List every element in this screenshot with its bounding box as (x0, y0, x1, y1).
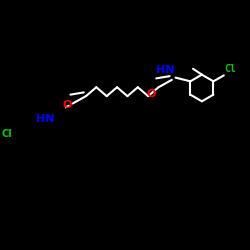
Text: HN: HN (156, 65, 174, 75)
Text: O: O (62, 100, 72, 110)
Text: Cl: Cl (224, 64, 236, 74)
Text: HN: HN (36, 114, 54, 124)
Text: Cl: Cl (2, 130, 12, 140)
Text: O: O (146, 89, 156, 99)
